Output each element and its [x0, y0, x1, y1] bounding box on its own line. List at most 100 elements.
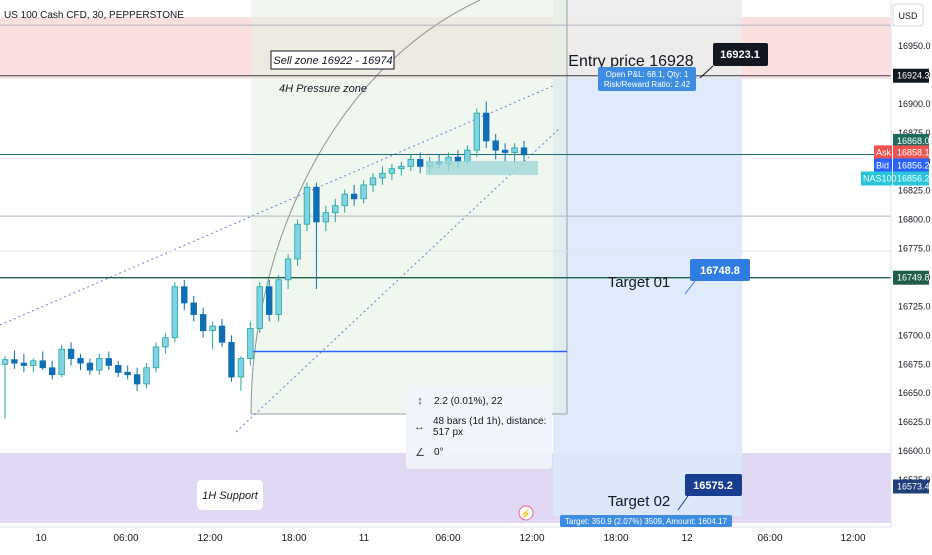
candle [30, 358, 37, 373]
pl-box [598, 67, 696, 91]
candle [473, 108, 481, 158]
bid-price-tag-tag: Bid [876, 160, 889, 170]
candle-body [388, 168, 396, 174]
symbol-price-tag: 16856.2 [897, 174, 930, 184]
candle [124, 365, 131, 380]
candle-body [313, 186, 320, 223]
candle-body [511, 147, 518, 153]
candle [313, 182, 320, 290]
measure-bars-row: ↔ 48 bars (1d 1h), distance: 517 px [414, 416, 552, 438]
x-tick-label: 12 [681, 533, 693, 544]
candle-body [133, 374, 141, 385]
currency-label: USD [898, 11, 918, 21]
x-tick-label: 12:00 [840, 533, 865, 544]
y-tick-label: 16900.0 [898, 99, 931, 109]
candle-body [520, 147, 528, 156]
candle [284, 254, 292, 290]
candle-body [77, 358, 84, 364]
candle-body [228, 341, 235, 378]
candle-body [96, 358, 103, 371]
candle-body [162, 337, 169, 348]
pressure-zone-label: 4H Pressure zone [279, 83, 367, 95]
candle [511, 143, 518, 165]
candle [501, 143, 509, 162]
entry-price-tag-bg [893, 68, 929, 83]
candle [48, 360, 56, 380]
target2-price-tag: 16573.4 [897, 481, 930, 491]
stop-loss-area [553, 0, 742, 78]
candle-body [303, 186, 311, 225]
candle-body [124, 371, 131, 376]
bid-price-tag-tag-bg [874, 158, 892, 173]
candle [294, 219, 301, 266]
target2-badge-bg [685, 474, 742, 496]
currency-button[interactable] [892, 3, 924, 27]
candle [322, 205, 330, 232]
candle [1, 356, 9, 419]
sell-zone-box [270, 50, 395, 70]
candle [275, 275, 282, 322]
candle-body [464, 149, 471, 163]
measure-angle-row: ∠ 0° [414, 444, 444, 460]
measure-range-row: ↕ 2.2 (0.01%), 22 [414, 393, 502, 409]
target1-price-tag: 16749.8 [897, 273, 930, 283]
candle-body [332, 205, 339, 214]
candle [520, 140, 528, 162]
candle-body [360, 184, 367, 200]
y-tick-label: 16625.0 [898, 417, 931, 427]
candle [152, 342, 160, 373]
candle-body [398, 165, 405, 170]
candle-body [416, 159, 424, 167]
candle [133, 367, 141, 391]
candle-body [209, 325, 216, 332]
candle-body [407, 159, 414, 167]
candle-body [1, 359, 9, 365]
support-label-box [197, 480, 263, 510]
ask-price-tag: 16858.1 [897, 147, 930, 157]
candle-body [190, 302, 197, 315]
y-tick-label: 16675.0 [898, 359, 931, 369]
candle-body [275, 279, 282, 315]
entry-price-tag: 16924.3 [897, 71, 930, 81]
candle-body [20, 362, 28, 366]
ask-price-tag-bg [893, 145, 929, 160]
candle [369, 173, 377, 192]
candle-body [501, 149, 509, 153]
candle [398, 161, 405, 176]
candle [266, 279, 273, 322]
candle [416, 152, 424, 174]
candle-body [256, 286, 263, 329]
x-tick-label: 06:00 [435, 533, 460, 544]
lightning-icon[interactable] [518, 505, 534, 521]
lightning-glyph: ⚡ [520, 508, 531, 520]
candle-body [284, 258, 292, 281]
rr-text: Risk/Reward Ratio: 2.42 [604, 80, 691, 89]
target2-pointer [677, 495, 689, 511]
fib-arc [250, 0, 481, 415]
candle [218, 319, 226, 347]
bar-range-icon: ↔ [414, 421, 425, 433]
candle [58, 344, 65, 377]
candle [115, 360, 122, 377]
candle-body [171, 286, 179, 339]
take-profit-area [553, 78, 742, 516]
candle-body [369, 177, 377, 186]
candle [20, 353, 28, 373]
x-tick-label: 12:00 [519, 533, 544, 544]
candle-body [341, 193, 348, 207]
candle-body [48, 367, 56, 376]
candle-body [294, 223, 301, 260]
candle-body [181, 286, 188, 304]
high-price-tag-bg [893, 133, 929, 148]
candle-body [379, 172, 386, 179]
candle [360, 180, 367, 204]
support-label: 1H Support [202, 490, 259, 502]
trend-line-lower [235, 127, 561, 433]
candle [407, 154, 414, 171]
candle-body [11, 359, 18, 364]
x-tick-label: 06:00 [113, 533, 138, 544]
symbol-title: US 100 Cash CFD, 30, PEPPERSTONE [4, 10, 184, 21]
consolidation-box [426, 161, 538, 175]
